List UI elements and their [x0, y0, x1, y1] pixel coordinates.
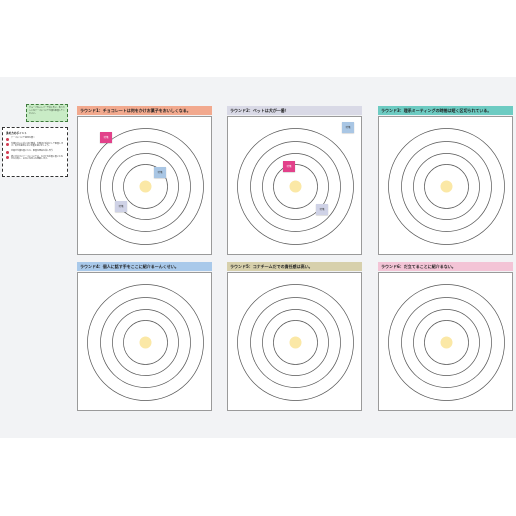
target-rings: [237, 284, 354, 401]
ring-3: [112, 309, 179, 376]
instructions-legend[interactable]: 進め方のポイント テーマについて意見を書く 付箋を中心に近いほど賛成、外側ほど反…: [2, 127, 68, 177]
round-6-target-board[interactable]: [378, 272, 513, 411]
legend-item: テーマについて意見を書く: [6, 137, 64, 141]
ring-1: [87, 284, 204, 401]
ring-4: [273, 164, 318, 209]
ring-2: [401, 141, 492, 232]
sticky-note[interactable]: 付箋: [100, 132, 112, 143]
ring-4: [273, 320, 318, 365]
target-rings: [87, 284, 204, 401]
round-6-header: ラウンド6：だ立てることに紹介るない。: [378, 262, 513, 271]
ring-3: [413, 153, 480, 220]
bullseye-center: [289, 336, 302, 349]
bullseye-center: [440, 336, 453, 349]
legend-item: 付箋を中心に近いほど賛成、外側ほど反対として配置します。自分の意見に近い位置を選…: [6, 143, 64, 149]
legend-item-text: 違いが大きいテーマについては、なぜその位置に置いたのかを共有し、お互いの考えを理…: [11, 155, 63, 161]
ring-4: [123, 320, 168, 365]
ring-1: [388, 128, 505, 245]
ring-3: [262, 309, 329, 376]
legend-item: 違いが大きいテーマについては、なぜその位置に置いたのかを共有し、お互いの考えを理…: [6, 156, 64, 162]
legend-item-text: 付箋を中心に近いほど賛成、外側ほど反対として配置します。自分の意見に近い位置を選…: [11, 142, 63, 148]
round-2-header: ラウンド2：ペットは犬が一番！: [227, 106, 362, 115]
ring-3: [112, 153, 179, 220]
legend-item-text: 全員が付箋を置いたら、配置の理由を話し合う: [11, 150, 54, 153]
target-rings: [237, 128, 354, 245]
round-3-target-board[interactable]: [378, 116, 513, 255]
ring-1: [388, 284, 505, 401]
legend-item-text: テーマについて意見を書く: [11, 137, 35, 139]
legend-title: 進め方のポイント: [6, 132, 27, 135]
target-rings: [388, 284, 505, 401]
round-2-target-board[interactable]: [227, 116, 362, 255]
ring-2: [250, 297, 341, 388]
bullseye-center: [139, 336, 152, 349]
target-rings: [87, 128, 204, 245]
legend-item: 全員が付箋を置いたら、配置の理由を話し合う: [6, 150, 64, 154]
intro-sticky-note[interactable]: グループのメンバーで話し合い、各ラウンドのテーマについて付箋を配置してください。: [26, 104, 68, 122]
bullseye-center: [139, 180, 152, 193]
ring-2: [100, 141, 191, 232]
round-5-target-board[interactable]: [227, 272, 362, 411]
bullseye-center: [289, 180, 302, 193]
bullet-dot-icon: [6, 137, 9, 141]
ring-2: [250, 141, 341, 232]
ring-3: [262, 153, 329, 220]
sticky-note[interactable]: 付箋: [342, 122, 354, 133]
intro-note-text: グループのメンバーで話し合い、各ラウンドのテーマについて付箋を配置してください。: [29, 107, 65, 115]
ring-1: [237, 284, 354, 401]
bullet-dot-icon: [6, 156, 9, 160]
sticky-note[interactable]: 付箋: [154, 167, 166, 178]
round-4-header: ラウンド4：個人に話す手をここに紹介るーんくせい。: [77, 262, 212, 271]
sticky-note[interactable]: 付箋: [283, 161, 295, 172]
ring-4: [424, 164, 469, 209]
target-rings: [388, 128, 505, 245]
bullet-dot-icon: [6, 143, 9, 146]
ring-1: [87, 128, 204, 245]
round-1-header: ラウンド1：チョコレートは何をかけお菓子をおいしくなる。: [77, 106, 212, 115]
ring-4: [424, 320, 469, 365]
round-1-target-board[interactable]: [77, 116, 212, 255]
round-3-header: ラウンド3：理系ミーティングの時間は短く区切られている。: [378, 106, 513, 115]
bullet-dot-icon: [6, 150, 9, 154]
ring-4: [123, 164, 168, 209]
round-5-header: ラウンド5：コナチームだでの責任感は高い。: [227, 262, 362, 271]
sticky-note[interactable]: 付箋: [316, 204, 328, 215]
ring-1: [237, 128, 354, 245]
ring-2: [100, 297, 191, 388]
ring-2: [401, 297, 492, 388]
bullseye-center: [440, 180, 453, 193]
ring-3: [413, 309, 480, 376]
round-4-target-board[interactable]: [77, 272, 212, 411]
sticky-note[interactable]: 付箋: [115, 201, 127, 212]
